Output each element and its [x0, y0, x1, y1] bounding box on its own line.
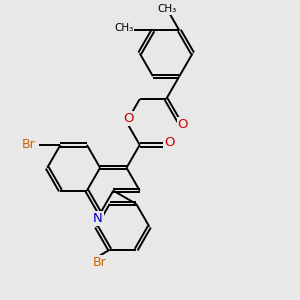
Text: O: O — [164, 136, 175, 149]
Text: Br: Br — [21, 138, 35, 152]
Text: N: N — [93, 212, 103, 225]
Text: Br: Br — [93, 256, 106, 269]
Text: CH₃: CH₃ — [114, 23, 133, 33]
Text: CH₃: CH₃ — [158, 4, 177, 14]
Text: O: O — [178, 118, 188, 131]
Text: O: O — [124, 112, 134, 125]
